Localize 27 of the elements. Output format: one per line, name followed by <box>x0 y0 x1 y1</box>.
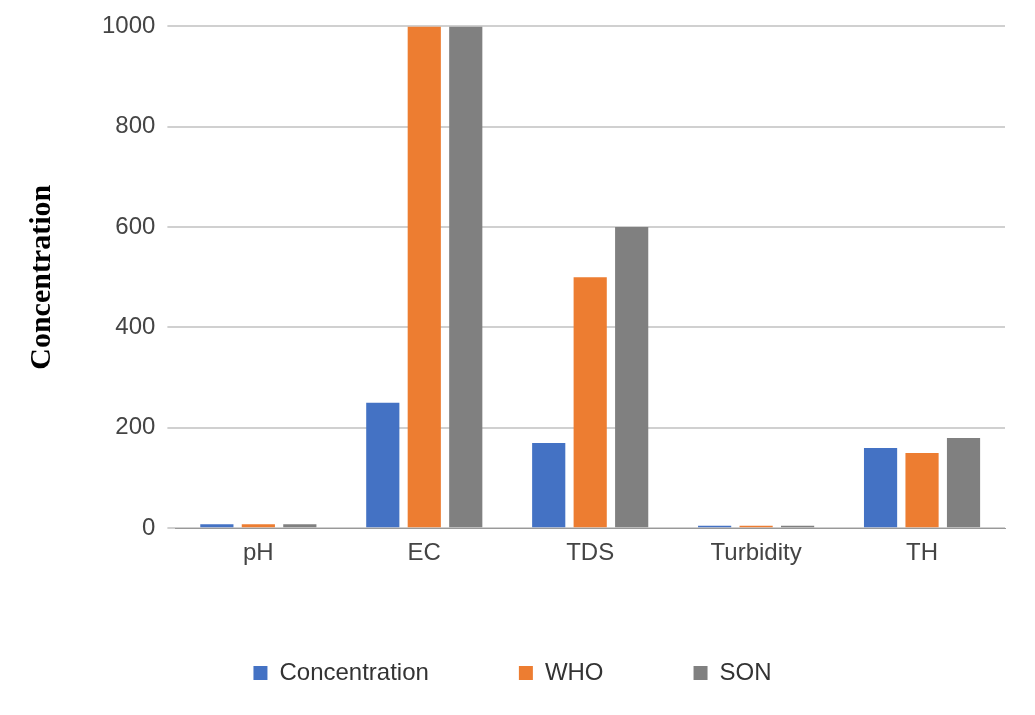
bar <box>200 524 234 528</box>
bar <box>366 402 400 528</box>
x-tick-label: EC <box>407 538 441 566</box>
bar <box>449 26 483 528</box>
bar <box>946 437 981 528</box>
x-tick-label: pH <box>243 538 274 566</box>
bar <box>573 277 607 528</box>
legend-label: SON <box>719 657 772 685</box>
x-tick-label: Turbidity <box>710 538 802 566</box>
y-tick-label: 200 <box>115 412 156 440</box>
y-tick-label: 1000 <box>102 11 156 39</box>
legend-label: Concentration <box>279 657 429 685</box>
bar <box>615 227 649 528</box>
y-tick-label: 800 <box>115 111 156 139</box>
bar <box>532 442 566 528</box>
legend-label: WHO <box>544 657 604 685</box>
bar <box>863 447 898 528</box>
x-tick-label: TDS <box>566 538 615 566</box>
bar <box>905 452 939 528</box>
y-tick-label: 0 <box>142 512 156 540</box>
y-axis-title: Concentration <box>22 184 56 370</box>
x-tick-label: TH <box>906 538 939 566</box>
bar <box>283 524 317 528</box>
bar <box>407 26 441 528</box>
y-tick-label: 600 <box>115 211 156 239</box>
bar <box>241 524 275 528</box>
y-tick-label: 400 <box>115 312 156 340</box>
